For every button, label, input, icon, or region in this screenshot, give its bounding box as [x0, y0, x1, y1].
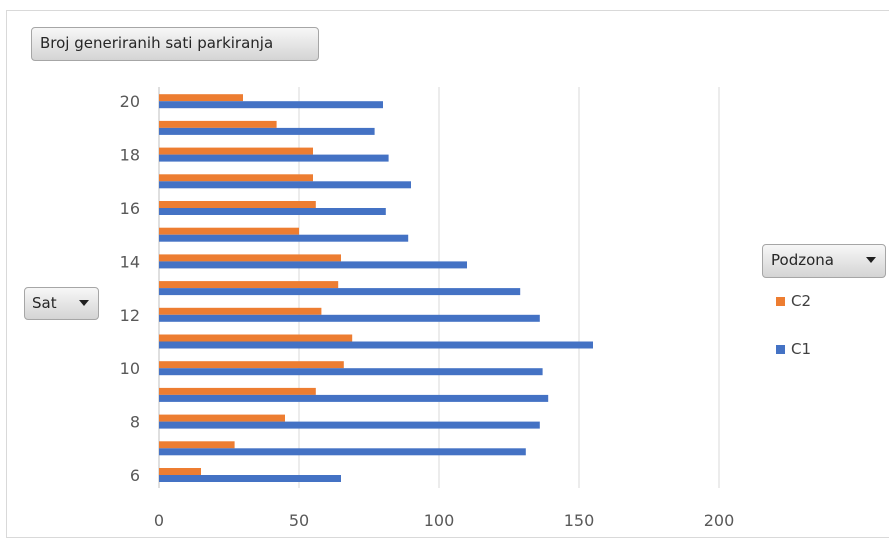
legend-field-label: Podzona: [771, 251, 834, 269]
y-tick-label: 10: [120, 359, 140, 378]
legend-field-button-podzona[interactable]: Podzona: [762, 244, 886, 278]
bar-c2-13: [159, 281, 339, 289]
bar-c1-20: [159, 101, 383, 109]
bar-c1-9: [159, 394, 549, 402]
x-tick-label: 150: [564, 511, 595, 530]
bar-c2-16: [159, 201, 316, 208]
y-tick-label: 18: [120, 146, 140, 165]
legend-swatch-c2: [776, 296, 785, 306]
bar-c1-8: [159, 421, 540, 429]
bar-c2-8: [159, 414, 285, 422]
bar-c1-17: [159, 181, 411, 189]
bar-c1-12: [159, 314, 540, 322]
bar-c2-7: [159, 441, 235, 449]
x-tick-label: 0: [154, 511, 164, 530]
bar-c2-12: [159, 307, 322, 315]
y-tick-label: 20: [120, 92, 140, 111]
bar-c1-13: [159, 288, 521, 296]
x-tick-label: 200: [704, 511, 735, 530]
bar-c2-14: [159, 254, 341, 262]
bar-c1-15: [159, 234, 409, 242]
bar-c2-20: [159, 94, 243, 102]
bar-c2-15: [159, 227, 299, 235]
bar-c2-19: [159, 120, 277, 128]
legend-label-c1: C1: [791, 340, 812, 358]
legend-swatch-c1: [776, 344, 785, 354]
bar-c1-7: [159, 448, 526, 456]
dropdown-arrow-icon[interactable]: [866, 257, 876, 263]
y-tick-label: 6: [130, 466, 140, 485]
y-tick-label: 16: [120, 199, 140, 218]
x-tick-label: 100: [424, 511, 455, 530]
bar-c2-17: [159, 174, 313, 182]
bar-c2-11: [159, 334, 353, 342]
dropdown-arrow-icon[interactable]: [79, 300, 89, 306]
bar-c1-6: [159, 475, 341, 482]
bar-c1-10: [159, 368, 543, 376]
legend: C2 C1: [776, 291, 811, 387]
x-tick-label: 50: [289, 511, 309, 530]
legend-label-c2: C2: [791, 292, 812, 310]
bar-c2-10: [159, 361, 344, 369]
axis-field-button-sat[interactable]: Sat: [24, 287, 99, 320]
legend-item-c2: C2: [776, 291, 811, 311]
chart-frame: [6, 10, 889, 538]
y-tick-label: 12: [120, 306, 140, 325]
bar-c1-19: [159, 127, 375, 135]
y-tick-label: 8: [130, 413, 140, 432]
legend-item-c1: C1: [776, 339, 811, 359]
bar-c2-18: [159, 147, 313, 155]
bar-c2-6: [159, 468, 201, 475]
bar-c1-14: [159, 261, 467, 269]
bar-c1-16: [159, 208, 386, 215]
y-tick-label: 14: [120, 252, 140, 271]
axis-field-label: Sat: [32, 294, 57, 312]
measure-field-button[interactable]: Broj generiranih sati parkiranja: [31, 27, 319, 61]
bar-c1-11: [159, 341, 593, 349]
measure-field-label: Broj generiranih sati parkiranja: [40, 34, 274, 52]
bar-c1-18: [159, 154, 389, 162]
bar-c2-9: [159, 387, 316, 395]
